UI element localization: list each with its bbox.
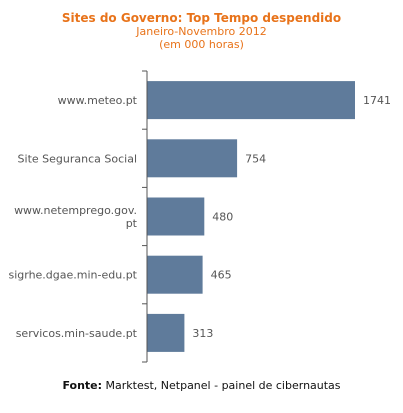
data-label-5: 313 xyxy=(192,327,213,340)
bars-layer: 1741 www.meteo.pt 754 Site Seguranca Social… xyxy=(8,70,391,363)
category-label-line: Site Seguranca Social xyxy=(18,152,137,165)
source-note: Fonte: Marktest, Netpanel - painel de ci… xyxy=(0,379,403,392)
source-text: Marktest, Netpanel - painel de cibernaut… xyxy=(105,379,341,392)
category-label-line: www.meteo.pt xyxy=(58,94,138,107)
bar-4 xyxy=(147,255,203,294)
source-label: Fonte: xyxy=(62,379,103,392)
category-label-line: sigrhe.dgae.min-edu.pt xyxy=(8,269,137,282)
title-block: Sites do Governo: Top Tempo despendido J… xyxy=(0,11,403,51)
category-label-3: www.netemprego.gov. pt xyxy=(14,204,138,230)
category-label-2: Site Seguranca Social xyxy=(18,152,137,165)
bar-5 xyxy=(147,313,185,352)
bar-1 xyxy=(147,81,355,120)
chart-title: Sites do Governo: Top Tempo despendido xyxy=(61,11,342,25)
category-label-line: pt xyxy=(126,217,138,230)
data-label-3: 480 xyxy=(212,211,233,224)
bar-2 xyxy=(147,139,238,178)
data-label-1: 1741 xyxy=(363,94,391,107)
data-label-4: 465 xyxy=(211,269,232,282)
data-label-2: 754 xyxy=(245,152,266,165)
chart-subtitle-period: Janeiro-Novembro 2012 xyxy=(136,25,267,38)
bar-3 xyxy=(147,197,205,236)
category-label-4: sigrhe.dgae.min-edu.pt xyxy=(8,269,137,282)
category-label-line: servicos.min-saude.pt xyxy=(16,327,138,340)
category-label-line: www.netemprego.gov. xyxy=(14,204,137,217)
category-label-5: servicos.min-saude.pt xyxy=(16,327,138,340)
category-label-1: www.meteo.pt xyxy=(58,94,138,107)
chart-subtitle-unit: (em 000 horas) xyxy=(159,38,244,51)
